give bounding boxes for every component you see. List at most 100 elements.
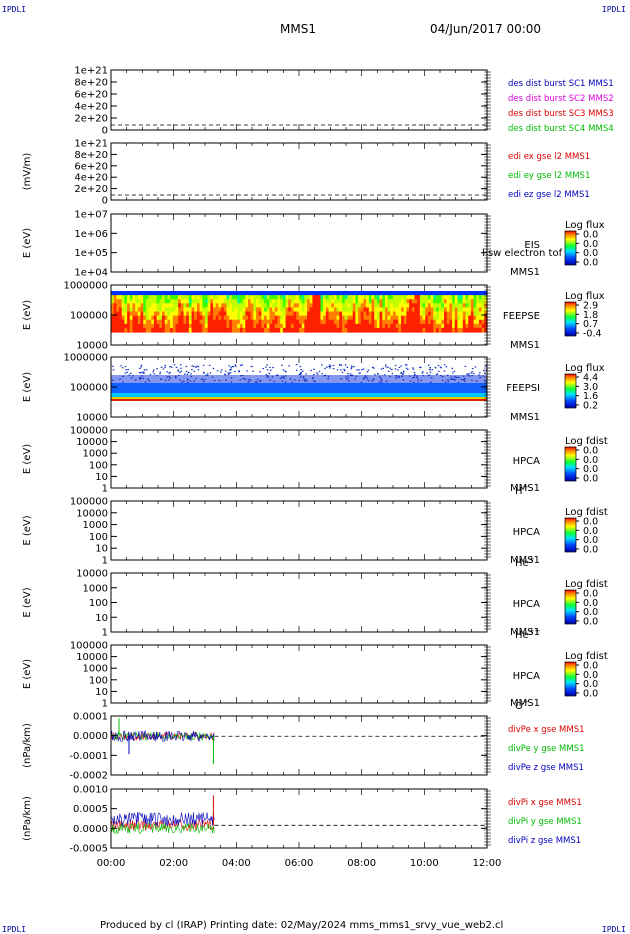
spectrogram-cell: [468, 307, 472, 313]
spectrogram-cell: [234, 295, 238, 300]
legend-entry: divPi x gse MMS1: [508, 798, 582, 808]
spectrogram-cell: [425, 303, 429, 308]
spectrogram-cell: [301, 307, 305, 313]
spectrogram-cell: [390, 315, 394, 321]
spectrogram-cell: [167, 311, 171, 317]
spectrogram-cell: [121, 303, 126, 308]
spectrogram-cell: [441, 315, 445, 321]
ion-speckle: [407, 368, 409, 371]
spectrogram-cell: [358, 315, 362, 321]
ion-speckle: [149, 373, 152, 376]
spectrogram-cell: [135, 291, 139, 296]
spectrogram-cell: [119, 291, 123, 296]
ion-speckle: [462, 375, 465, 377]
spectrogram-cell: [484, 303, 488, 308]
ion-speckle: [343, 369, 346, 372]
spectrogram-cell: [191, 315, 195, 321]
spectrogram-cell: [151, 327, 155, 333]
ytick-label: 1: [102, 484, 108, 495]
spectrogram-cell: [401, 307, 405, 313]
spectrogram-cell: [178, 311, 182, 317]
spectrogram-cell: [430, 315, 434, 321]
spectrogram-cell: [333, 303, 338, 308]
spectrogram-cell: [371, 311, 375, 317]
spectrogram-cell: [390, 323, 394, 329]
spectrogram-cell: [339, 315, 343, 321]
spectrogram-cell: [205, 319, 209, 325]
ion-speckle: [471, 367, 474, 370]
ion-speckle: [474, 366, 477, 368]
spectrogram-cell: [422, 299, 426, 304]
spectrogram-cell: [460, 311, 464, 317]
spectrogram-cell: [113, 327, 117, 333]
spectrogram-cell: [124, 307, 128, 313]
spectrogram-cell: [156, 299, 160, 304]
spectrogram-cell: [473, 307, 477, 313]
spectrogram-cell: [178, 307, 182, 313]
spectrogram-cell: [465, 323, 469, 329]
spectrogram-cell: [438, 319, 442, 325]
spectrogram-cell: [156, 295, 160, 300]
ion-speckle: [190, 375, 193, 377]
spectrogram-cell: [280, 307, 284, 313]
spectrogram-cell: [331, 327, 335, 333]
footer-text: Produced by cl (IRAP) Printing date: 02/…: [100, 920, 504, 931]
spectrogram-cell: [266, 303, 271, 308]
spectrogram-cell: [242, 307, 246, 313]
ion-speckle: [350, 368, 353, 370]
spectrogram-cell: [299, 291, 303, 296]
spectrogram-cell: [395, 327, 399, 333]
spectrogram-cell: [170, 299, 174, 304]
spectrogram-cell: [226, 307, 230, 313]
spectrogram-cell: [331, 295, 335, 300]
spectrogram-cell: [307, 299, 311, 304]
spectrogram-cell: [409, 315, 413, 321]
spectrogram-cell: [299, 323, 303, 329]
spectrogram-cell: [347, 303, 351, 308]
ytick-label: 0.0010: [73, 785, 108, 796]
spectrogram-cell: [411, 295, 416, 300]
spectrogram-cell: [196, 303, 201, 308]
yaxis-label: E (eV): [22, 300, 33, 330]
spectrogram-cell: [481, 307, 485, 313]
spectrogram-cell: [256, 295, 260, 300]
spectrogram-cell: [344, 319, 348, 325]
spectrogram-cell: [387, 291, 391, 296]
spectrogram-cell: [239, 311, 244, 317]
spectrogram-cell: [465, 307, 469, 313]
spectrogram-cell: [470, 307, 475, 313]
spectrogram-cell: [239, 303, 244, 308]
spectrogram-cell: [213, 323, 217, 329]
spectrogram-cell: [333, 295, 338, 300]
ion-speckle: [360, 381, 363, 383]
spectrogram-cell: [355, 327, 359, 333]
spectrogram-cell: [376, 295, 381, 300]
ion-speckle: [187, 371, 190, 374]
spectrogram-cell: [444, 307, 448, 313]
colorbar: [564, 446, 577, 482]
spectrogram-cell: [129, 319, 134, 325]
spectrogram-cell: [414, 291, 418, 296]
spectrogram-cell: [452, 303, 456, 308]
spectrogram-cell: [411, 323, 416, 329]
spectrogram-cell: [293, 319, 297, 325]
spectrogram-cell: [341, 291, 346, 296]
spectrogram-cell: [417, 303, 421, 308]
spectrogram-cell: [363, 311, 367, 317]
spectrogram-cell: [301, 315, 305, 321]
spectrogram-cell: [395, 315, 399, 321]
spectrogram-cell: [304, 303, 308, 308]
spectrogram-cell: [331, 319, 335, 325]
spectrogram-cell: [242, 303, 246, 308]
spectrogram-cell: [188, 319, 193, 325]
spectrogram-cell: [274, 303, 279, 308]
spectrogram-cell: [210, 323, 214, 329]
spectrogram-cell: [234, 327, 238, 333]
spectrogram-cell: [253, 307, 257, 313]
spectrogram-cell: [484, 291, 488, 296]
ytick-label: 100000: [70, 383, 108, 394]
spectrogram-cell: [433, 323, 437, 329]
colorbar: [564, 373, 577, 409]
ion-speckle: [256, 381, 258, 383]
ion-speckle: [305, 373, 307, 375]
